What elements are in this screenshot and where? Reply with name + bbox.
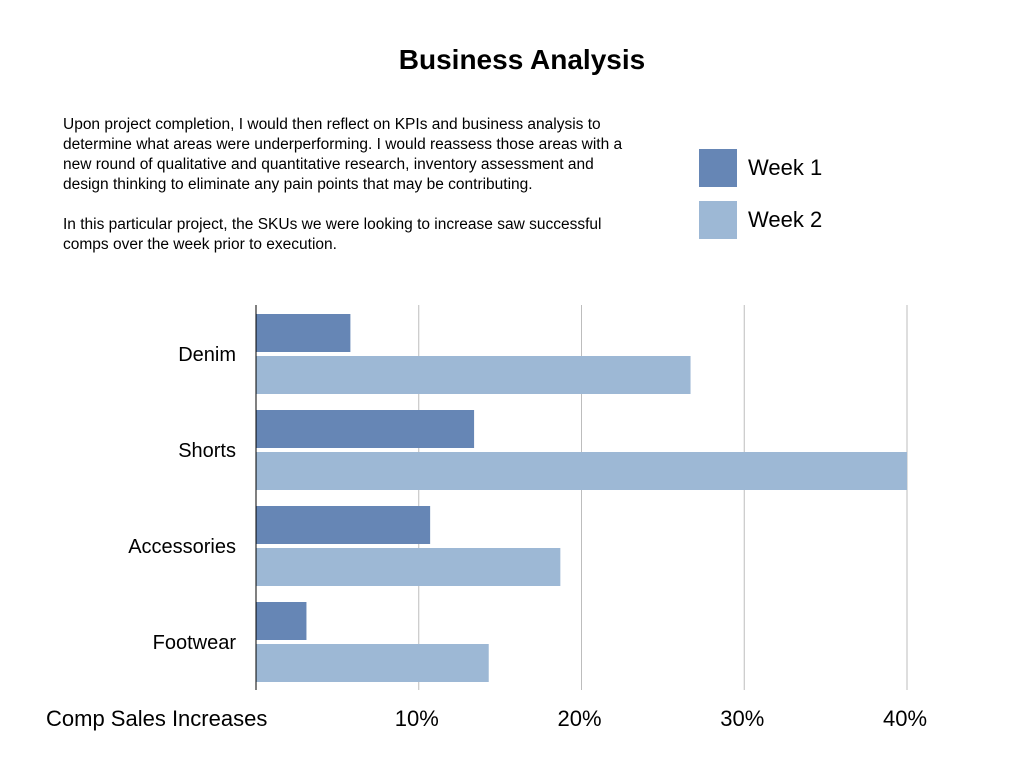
- bars: [256, 314, 907, 682]
- x-axis-title: Comp Sales Increases: [46, 706, 267, 731]
- description-paragraph-2: In this particular project, the SKUs we …: [63, 216, 602, 253]
- tick-label-10: 10%: [395, 706, 439, 731]
- legend-swatch-week-2: [699, 201, 737, 239]
- tick-labels: 10% 20% 30% 40%: [395, 706, 927, 731]
- legend-item-week-2: Week 2: [699, 201, 822, 239]
- bar-footwear-week-1: [256, 602, 307, 640]
- legend-label-week-2: Week 2: [748, 207, 823, 232]
- description-paragraph-1: Upon project completion, I would then re…: [63, 116, 623, 193]
- bar-shorts-week-1: [256, 410, 475, 448]
- legend-swatch-week-1: [699, 149, 737, 187]
- legend-item-week-1: Week 1: [699, 149, 822, 187]
- bar-accessories-week-2: [256, 548, 561, 586]
- category-label-shorts: Shorts: [178, 440, 236, 462]
- tick-label-30: 30%: [720, 706, 764, 731]
- description-text: Upon project completion, I would then re…: [63, 115, 633, 275]
- bar-denim-week-2: [256, 356, 691, 394]
- tick-label-40: 40%: [883, 706, 927, 731]
- tick-label-20: 20%: [557, 706, 601, 731]
- bar-denim-week-1: [256, 314, 351, 352]
- legend-label-week-1: Week 1: [748, 155, 823, 180]
- bar-shorts-week-2: [256, 452, 907, 490]
- category-labels: Denim Shorts Accessories Footwear: [128, 344, 236, 654]
- category-label-accessories: Accessories: [128, 536, 236, 558]
- bar-accessories-week-1: [256, 506, 431, 544]
- bar-footwear-week-2: [256, 644, 489, 682]
- chart-title: Business Analysis: [398, 44, 646, 75]
- category-label-denim: Denim: [178, 344, 236, 366]
- category-label-footwear: Footwear: [153, 632, 237, 654]
- chart-legend: Week 1 Week 2: [699, 149, 822, 253]
